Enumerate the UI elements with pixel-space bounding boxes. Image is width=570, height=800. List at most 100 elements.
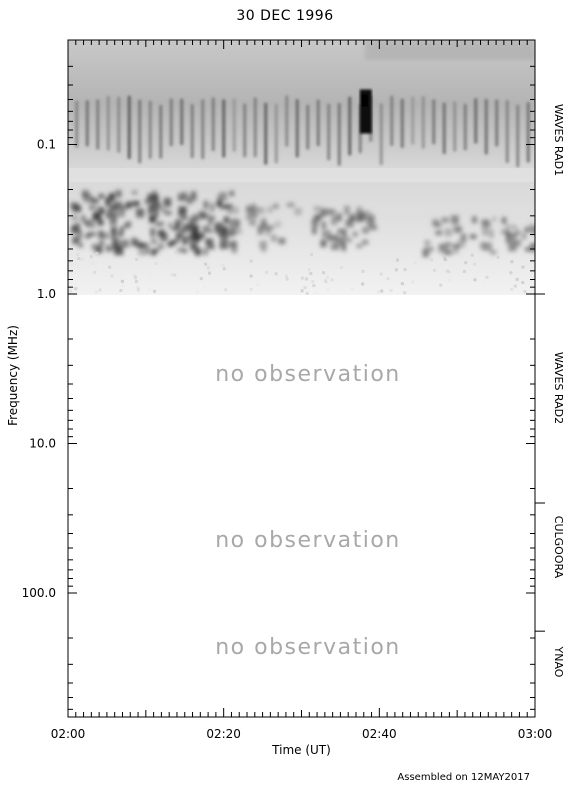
- emission-blob: [105, 244, 110, 252]
- speckle: [324, 280, 328, 284]
- no-observation-label: no observation: [215, 635, 401, 660]
- emission-blob: [167, 242, 174, 247]
- emission-blob: [95, 245, 103, 254]
- emission-blob: [126, 201, 132, 209]
- emission-blob: [260, 223, 267, 231]
- speckle: [199, 277, 203, 281]
- emission-blob: [227, 205, 232, 214]
- emission-streak: [253, 97, 257, 158]
- emission-blob: [72, 237, 81, 242]
- emission-blob: [202, 225, 211, 233]
- speckle: [510, 260, 514, 264]
- speckle: [135, 282, 139, 286]
- emission-blob: [453, 215, 459, 225]
- speckle: [94, 290, 98, 294]
- speckle: [521, 265, 525, 269]
- speckle: [206, 266, 210, 270]
- emission-blob: [362, 226, 369, 234]
- speckle: [509, 271, 513, 275]
- emission-blob: [231, 206, 239, 214]
- emission-blob: [221, 238, 228, 243]
- emission-blob: [80, 215, 86, 223]
- emission-streak: [190, 103, 194, 159]
- speckle: [74, 287, 78, 291]
- emission-blob: [190, 191, 197, 199]
- speckle: [309, 272, 313, 276]
- speckle: [310, 253, 314, 257]
- emission-blob: [125, 221, 132, 226]
- y-tick-label: 0.1: [37, 138, 56, 152]
- y-tick-label: 1.0: [37, 287, 56, 301]
- emission-blob: [257, 225, 264, 235]
- spectrogram-image: [68, 40, 535, 295]
- emission-blob: [248, 211, 258, 218]
- emission-blob: [168, 222, 173, 229]
- emission-blob: [186, 196, 193, 204]
- x-tick-label: 02:40: [362, 727, 397, 741]
- emission-blob: [362, 239, 369, 245]
- emission-blob: [111, 227, 116, 232]
- speckle: [76, 253, 80, 257]
- emission-blob: [230, 228, 236, 237]
- speckle: [339, 266, 343, 270]
- emission-blob: [524, 227, 531, 232]
- emission-blob: [148, 206, 153, 215]
- emission-streak: [516, 104, 520, 168]
- emission-blob: [215, 222, 224, 228]
- speckle: [257, 272, 261, 276]
- emission-blob: [321, 230, 331, 239]
- emission-blob: [314, 214, 322, 221]
- emission-blob: [512, 232, 517, 238]
- emission-blob: [482, 226, 489, 236]
- emission-blob: [208, 216, 213, 225]
- emission-blob: [151, 249, 156, 256]
- emission-streak: [495, 99, 499, 147]
- emission-blob: [203, 200, 209, 209]
- speckle: [413, 261, 417, 265]
- emission-blob: [192, 214, 199, 221]
- speckle: [134, 280, 138, 284]
- instrument-band-label: CULGOORA: [552, 516, 565, 579]
- emission-blob: [501, 217, 507, 224]
- speckle: [132, 270, 136, 274]
- emission-blob: [156, 230, 164, 236]
- emission-blob: [96, 206, 104, 213]
- emission-blob: [286, 202, 295, 208]
- emission-streak: [432, 99, 436, 145]
- emission-blob: [273, 203, 279, 209]
- emission-blob: [294, 207, 302, 216]
- emission-streak: [169, 98, 173, 147]
- emission-blob: [219, 229, 224, 237]
- emission-blob: [330, 217, 338, 226]
- emission-streak: [138, 99, 142, 164]
- emission-blob: [452, 243, 461, 249]
- emission-blob: [193, 229, 198, 239]
- emission-blob: [223, 216, 229, 223]
- emission-blob: [105, 197, 111, 207]
- speckle: [91, 262, 95, 266]
- speckle: [173, 273, 177, 277]
- speckle: [208, 271, 212, 275]
- emission-blob: [100, 232, 110, 240]
- emission-blob: [91, 243, 97, 250]
- emission-blob: [192, 218, 199, 223]
- emission-blob: [178, 206, 187, 215]
- emission-blob: [249, 220, 256, 226]
- speckle: [430, 258, 434, 262]
- emission-blob: [205, 238, 214, 245]
- emission-blob: [501, 229, 507, 235]
- emission-blob: [198, 211, 206, 219]
- emission-blob: [152, 202, 161, 210]
- x-axis-label: Time (UT): [271, 743, 331, 757]
- speckle: [202, 285, 206, 289]
- speckle: [322, 271, 326, 275]
- emission-blob: [138, 242, 146, 248]
- emission-streak: [505, 99, 509, 164]
- emission-blob: [151, 190, 158, 199]
- emission-streak: [159, 104, 163, 159]
- emission-blob: [337, 228, 347, 234]
- emission-blob: [505, 231, 511, 240]
- speckle: [445, 264, 449, 268]
- speckle: [379, 272, 383, 276]
